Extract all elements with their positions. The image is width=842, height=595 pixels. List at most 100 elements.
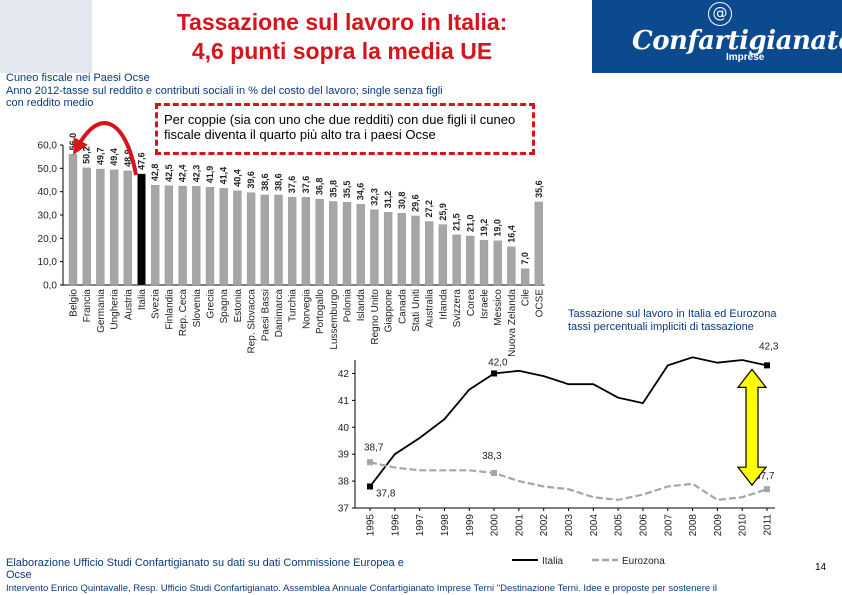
bar-value-label: 42,3 [191, 165, 201, 183]
bar-category-label: Germania [96, 289, 107, 333]
bar-category-label: Stati Uniti [411, 289, 422, 332]
bar-category-label: Nuova Zelanda [507, 289, 518, 357]
title-line-1: Tassazione sul lavoro in Italia: [176, 9, 508, 35]
bar-category-label: Belgio [69, 289, 80, 317]
bar-regno-unito [370, 209, 379, 286]
bar-value-label: 37,6 [301, 176, 311, 194]
bar-value-label: 41,4 [219, 167, 229, 185]
bar-finlandia [164, 185, 174, 286]
bar-grecia [205, 187, 215, 286]
series-marker-eurozona [367, 459, 373, 466]
line-x-tick-label: 2009 [713, 514, 724, 537]
bar-category-label: Polonia [343, 289, 354, 323]
bar-category-label: Rep. Slovacca [247, 289, 258, 354]
line-y-tick-label: 41 [338, 396, 350, 407]
line-x-tick-label: 2003 [564, 514, 575, 537]
line-x-tick-label: 2006 [638, 514, 649, 537]
page-title: Tassazione sul lavoro in Italia: 4,6 pun… [92, 0, 592, 73]
logo-text: Confartigianato [632, 26, 842, 56]
bar-category-label: Israele [480, 289, 491, 319]
bar-category-label: Australia [425, 289, 436, 328]
line-y-tick-label: 39 [338, 450, 350, 461]
bar-value-label: 7,0 [520, 252, 530, 265]
bar-turchia [288, 197, 297, 286]
series-marker-italia [764, 362, 770, 369]
logo-subtext: Imprese [726, 52, 765, 63]
bar-category-label: Turchia [288, 289, 299, 322]
bar-value-label: 16,4 [506, 225, 516, 243]
confartigianato-logo: @ Confartigianato Imprese [592, 0, 842, 73]
bar-norvegia [301, 197, 311, 286]
bar-category-label: Ungheria [110, 289, 121, 330]
bar-austria [123, 170, 132, 286]
bar-category-label: Grecia [206, 289, 217, 319]
bar-category-label: Norvegia [301, 289, 312, 329]
bar-category-label: Svizzera [452, 289, 463, 328]
bar-canada [397, 212, 406, 286]
line-chart-title-2: tassi percentuali impliciti di tassazion… [568, 321, 754, 333]
bar-value-label: 32,3 [369, 188, 379, 206]
line-x-tick-label: 1999 [465, 514, 476, 537]
series-line-eurozona [369, 461, 768, 502]
bar-israele [479, 240, 489, 286]
bar-category-label: Paesi Bassi [260, 289, 271, 341]
bar-y-tick-label: 10,0 [38, 257, 58, 268]
line-x-tick-label: 2001 [514, 514, 525, 537]
bar-category-label: Rep. Ceca [178, 289, 189, 337]
bar-value-label: 35,8 [328, 180, 338, 198]
bar-value-label: 34,6 [356, 183, 366, 201]
bar-stati-uniti [411, 215, 420, 286]
gap-double-arrow [736, 368, 768, 487]
bar-value-label: 42,5 [164, 164, 174, 182]
line-x-tick-label: 1997 [415, 514, 426, 537]
bar-category-label: Irlanda [438, 289, 449, 320]
line-x-tick-label: 2008 [688, 514, 699, 537]
annotation-eurozona-2000: 38,3 [482, 451, 502, 462]
bar-y-tick-label: 30,0 [38, 211, 58, 222]
legend-label-eurozona: Eurozona [622, 556, 665, 567]
bar-svizzera [452, 234, 461, 286]
bar-category-label: Lussemburgo [329, 289, 340, 350]
line-x-tick-label: 2010 [738, 514, 749, 537]
bar-value-label: 19,2 [479, 219, 489, 237]
bar-paesi-bassi [260, 194, 269, 286]
bar-category-label: OCSE [534, 289, 545, 318]
bar-category-label: Italia [137, 289, 148, 311]
bar-category-label: Messico [493, 289, 504, 326]
bar-spagna [219, 188, 228, 286]
bar-ocse [534, 201, 543, 286]
bar-y-tick-label: 50,0 [38, 164, 58, 175]
bar-value-label: 50,2 [82, 146, 92, 164]
series-marker-eurozona [764, 486, 770, 493]
bar-value-label: 36,8 [315, 178, 325, 196]
series-marker-eurozona [491, 470, 498, 477]
bar-value-label: 27,2 [424, 200, 434, 218]
callout-box: Per coppie (sia con uno che due redditi)… [155, 103, 535, 155]
source-note: Elaborazione Ufficio Studi Confartigiana… [6, 557, 404, 581]
bar-category-label: Regno Unito [370, 289, 381, 345]
bar-portogallo [315, 198, 324, 286]
bar-category-label: Corea [466, 289, 477, 317]
bar-category-label: Canada [397, 289, 408, 324]
bar-y-tick-label: 0,0 [43, 281, 57, 292]
series-line-italia [369, 356, 768, 488]
bar-australia [425, 221, 434, 286]
line-x-tick-label: 2007 [663, 514, 674, 537]
annotation-italia-2000: 42,0 [488, 357, 508, 368]
bar-germania [96, 168, 105, 286]
bar-corea [466, 235, 475, 286]
series-marker-italia [367, 483, 373, 490]
bar-ungheria [109, 169, 119, 286]
subtitle-line-1: Cuneo fiscale nei Paesi Ocse [6, 72, 150, 84]
bar-rep-ceca [178, 185, 187, 286]
bar-messico [493, 240, 502, 286]
bar-italia [137, 173, 146, 286]
line-x-tick-label: 1996 [390, 514, 401, 537]
line-x-tick-label: 2004 [589, 514, 600, 537]
line-chart: 37 38 39 40 41 42 1995 1996 1997 1998 1999 2000 2001… [338, 341, 779, 567]
bar-category-label: Portogallo [315, 289, 326, 334]
page-number: 14 [815, 562, 827, 573]
bar-rep-slovacca [246, 192, 256, 286]
line-x-tick-label: 2002 [539, 514, 550, 537]
